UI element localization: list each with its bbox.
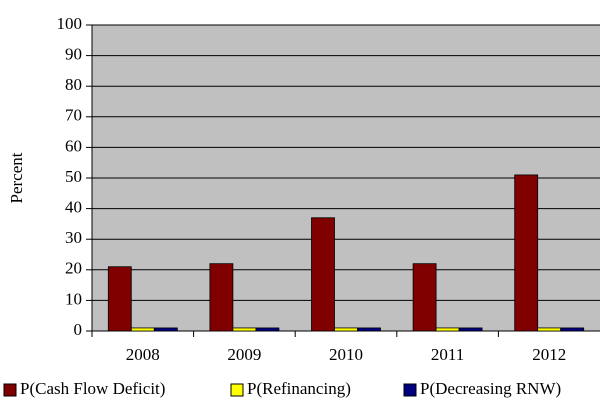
y-tick-label: 90	[65, 45, 82, 64]
bar	[153, 327, 178, 332]
bar	[560, 327, 585, 332]
bar	[209, 263, 234, 332]
y-tick-label: 20	[65, 259, 82, 278]
legend-swatch	[230, 383, 244, 397]
y-tick-label: 40	[65, 198, 82, 217]
x-tick-label: 2008	[126, 345, 160, 364]
bar	[435, 327, 460, 332]
bar	[255, 327, 280, 332]
legend-label: P(Refinancing)	[247, 379, 351, 398]
x-tick-label: 2010	[329, 345, 363, 364]
y-axis-label: Percent	[7, 152, 26, 203]
bar	[107, 266, 132, 332]
x-tick-label: 2011	[431, 345, 464, 364]
legend-swatch	[3, 383, 17, 397]
bar	[334, 327, 358, 332]
bar	[232, 327, 257, 332]
y-tick-label: 60	[65, 136, 82, 155]
legend-swatch	[403, 383, 417, 397]
bar	[412, 263, 437, 332]
bar	[514, 174, 539, 332]
legend-label: P(Cash Flow Deficit)	[20, 379, 165, 398]
x-tick-label: 2012	[532, 345, 566, 364]
y-tick-label: 10	[65, 289, 82, 308]
y-tick-label: 100	[57, 14, 83, 33]
y-tick-label: 70	[65, 106, 82, 125]
y-tick-label: 50	[65, 167, 82, 186]
y-tick-label: 0	[74, 320, 83, 339]
bar	[357, 327, 381, 332]
bar	[311, 217, 335, 332]
x-tick-label: 2009	[227, 345, 261, 364]
bar	[458, 327, 483, 332]
bar	[130, 327, 155, 332]
bar	[537, 327, 562, 332]
y-tick-label: 30	[65, 228, 82, 247]
legend-label: P(Decreasing RNW)	[420, 379, 561, 398]
y-tick-label: 80	[65, 75, 82, 94]
